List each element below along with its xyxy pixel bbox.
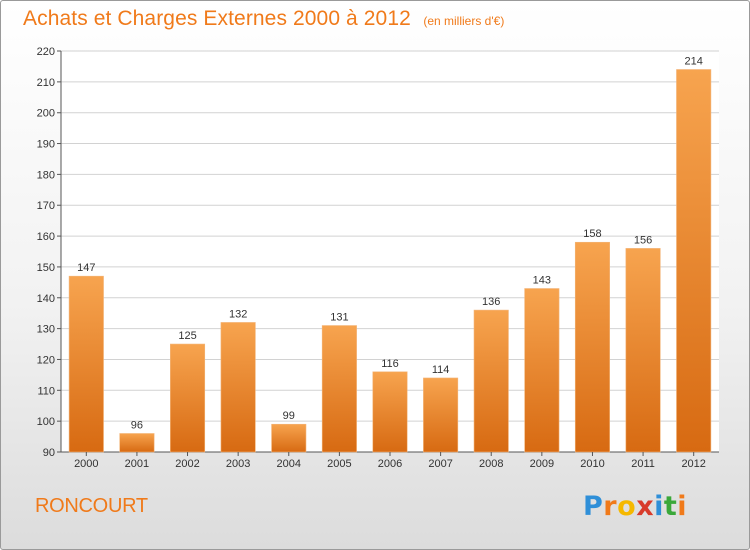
y-tick-label: 220 (37, 46, 55, 58)
chart-title: Achats et Charges Externes 2000 à 2012 (23, 7, 411, 30)
bar-value-label: 214 (685, 56, 703, 68)
bar-value-label: 143 (533, 275, 551, 287)
bar (372, 371, 408, 453)
proxiti-logo: Proxiti (583, 491, 687, 522)
brand-letter: t (663, 491, 678, 522)
x-tick-label: 2012 (681, 458, 705, 470)
bar-value-label: 99 (283, 410, 295, 422)
chart-subtitle: (en milliers d'€) (423, 14, 505, 28)
bar (625, 248, 661, 453)
brand-letter: i (654, 491, 664, 522)
brand-letter: x (636, 491, 655, 522)
bar-value-label: 147 (77, 262, 95, 274)
y-tick-label: 190 (37, 139, 55, 151)
y-tick-label: 170 (37, 200, 55, 212)
x-tick-label: 2001 (125, 458, 149, 470)
x-tick-label: 2005 (327, 458, 351, 470)
y-tick-label: 100 (37, 416, 55, 428)
bar (68, 275, 104, 453)
bar (473, 309, 509, 453)
bar (271, 423, 307, 453)
bar (423, 377, 459, 453)
bar (220, 322, 256, 453)
bar-value-label: 132 (229, 308, 247, 320)
commune-name: RONCOURT (35, 495, 148, 517)
x-tick-label: 2004 (277, 458, 301, 470)
y-tick-label: 150 (37, 262, 55, 274)
brand-letter: i (677, 491, 688, 522)
bar (119, 433, 155, 453)
x-tick-label: 2010 (580, 458, 604, 470)
y-tick-label: 90 (43, 447, 55, 459)
bar (524, 288, 560, 453)
x-tick-label: 2002 (175, 458, 199, 470)
y-tick-label: 130 (37, 324, 55, 336)
bar-value-label: 136 (482, 296, 500, 308)
x-tick-label: 2009 (530, 458, 554, 470)
x-tick-label: 2008 (479, 458, 503, 470)
bar-value-label: 131 (330, 312, 348, 324)
bar-value-label: 125 (178, 330, 196, 342)
bar-value-label: 114 (432, 364, 450, 376)
bar (574, 241, 610, 453)
y-tick-label: 160 (37, 231, 55, 243)
x-tick-label: 2011 (631, 458, 655, 470)
x-tick-label: 2000 (74, 458, 98, 470)
x-tick-label: 2003 (226, 458, 250, 470)
bar (170, 343, 206, 453)
brand-letter: P (583, 491, 604, 522)
y-tick-label: 200 (37, 108, 55, 120)
bar-value-label: 158 (583, 228, 601, 240)
x-tick-label: 2006 (378, 458, 402, 470)
bar-value-label: 116 (381, 358, 399, 370)
bar (321, 325, 357, 453)
x-tick-label: 2007 (428, 458, 452, 470)
brand-letter: r (603, 491, 618, 522)
y-tick-label: 140 (37, 293, 55, 305)
brand-letter: o (617, 491, 637, 522)
y-tick-label: 110 (37, 385, 55, 397)
bar-value-label: 156 (634, 234, 652, 246)
y-tick-label: 210 (37, 77, 55, 89)
bar-value-label: 96 (131, 419, 143, 431)
title-row: Achats et Charges Externes 2000 à 2012 (… (23, 7, 504, 31)
y-tick-label: 120 (37, 354, 55, 366)
y-tick-label: 180 (37, 169, 55, 181)
bar (676, 69, 712, 453)
